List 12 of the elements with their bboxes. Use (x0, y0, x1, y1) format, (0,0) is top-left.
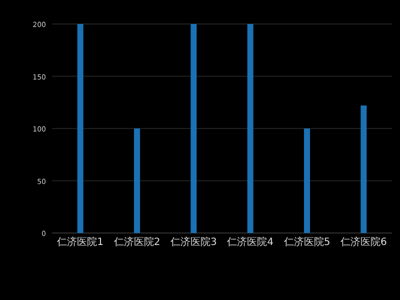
bar (304, 128, 310, 233)
x-tick-label: 仁济医院6 (340, 236, 387, 248)
x-tick-label: 仁济医院5 (284, 236, 330, 248)
bar (190, 24, 197, 233)
x-tick-label: 仁济医院3 (170, 236, 217, 248)
x-tick-label: 仁济医院2 (114, 236, 160, 248)
x-tick-label: 仁济医院1 (57, 236, 104, 248)
bar (247, 24, 254, 233)
bar (360, 106, 367, 233)
bar (77, 24, 84, 233)
bar (134, 128, 140, 233)
x-tick-label: 仁济医院4 (227, 236, 274, 248)
